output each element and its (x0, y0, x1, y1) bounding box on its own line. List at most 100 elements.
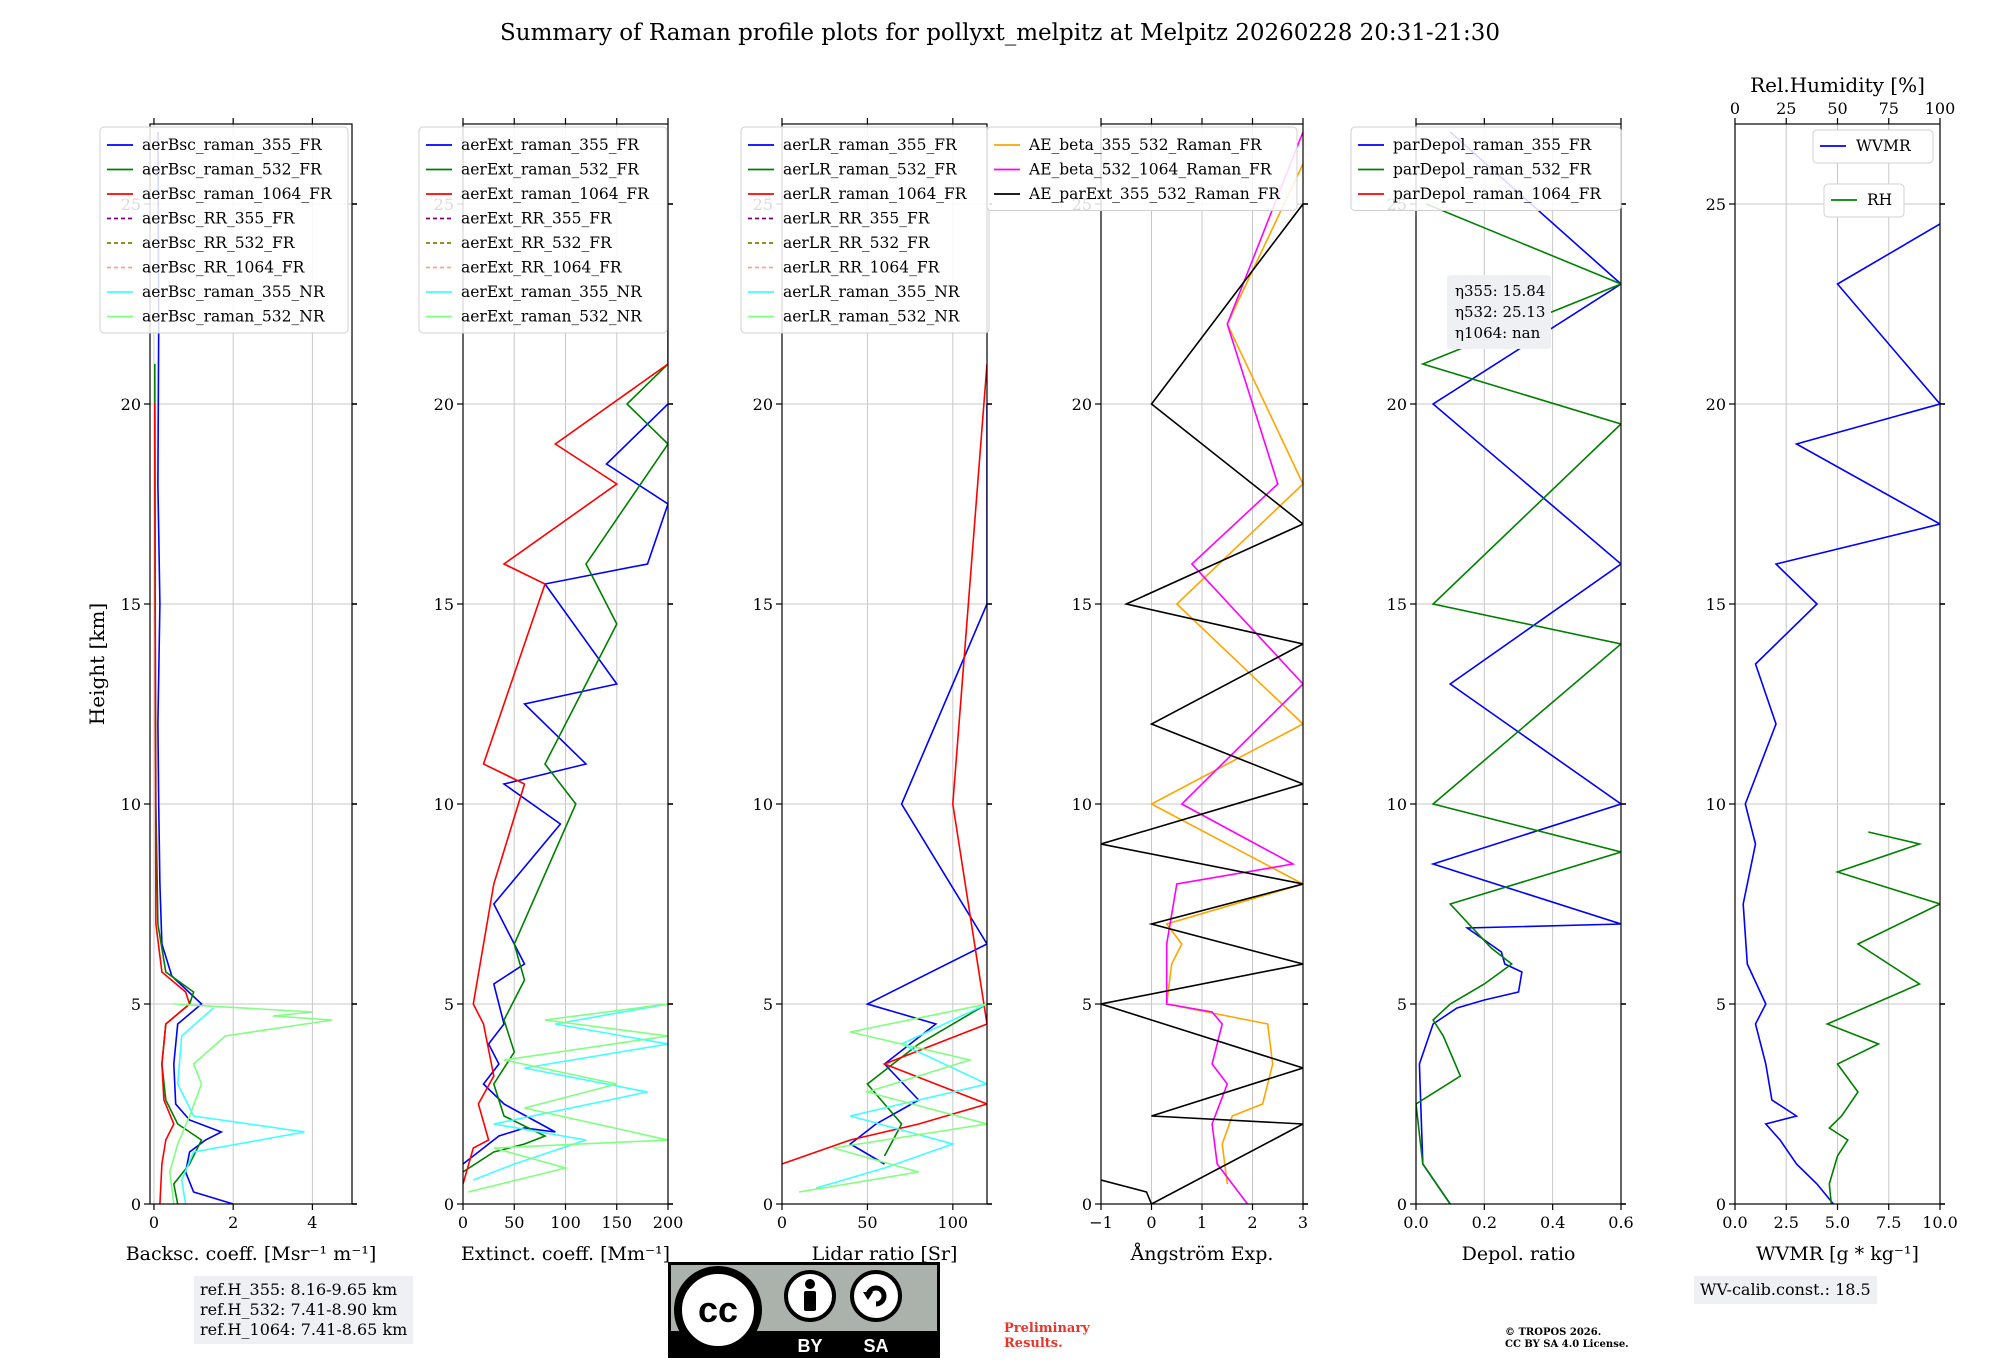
y-tick-label: 20 (1072, 395, 1092, 414)
series-aerBsc_raman_532_NR (168, 1003, 333, 1204)
legend-label: aerBsc_raman_355_FR (142, 136, 323, 154)
ref-height-532: ref.H_532: 7.41-8.90 km (200, 1300, 398, 1319)
y-tick-label: 15 (434, 595, 454, 614)
series-group (782, 363, 987, 1193)
panel-wv: 0.0 2.5 5.0 7.5 10.0 0 5 10 15 20 25 WVMR [g * kg⁻¹… (1706, 73, 1958, 1265)
x-tick-label: 0.0 (1403, 1213, 1428, 1232)
legend-box (986, 126, 1298, 211)
series-aerExt_raman_1064_FR (463, 204, 668, 1185)
eta-annotation: η355: 15.84 η532: 25.13 η1064: nan (1447, 275, 1551, 349)
x-axis-label: WVMR [g * kg⁻¹] (1756, 1243, 1919, 1265)
cc-sa-label: SA (863, 1336, 888, 1356)
legend-label: aerBsc_raman_355_NR (142, 283, 326, 301)
series-aerLR_raman_532_NR (798, 1003, 987, 1193)
legend-label: aerLR_raman_532_FR (783, 161, 958, 179)
y-tick-label: 10 (121, 795, 141, 814)
x-tick-label: 0.0 (1722, 1213, 1747, 1232)
sa-arrow-arc (865, 1285, 887, 1307)
series-RH (1825, 831, 1940, 1204)
x-axis-label: Lidar ratio [Sr] (812, 1243, 958, 1265)
legend-label: aerExt_RR_532_FR (461, 234, 613, 252)
y-tick-label: 5 (1397, 995, 1407, 1014)
legend-label: AE_beta_532_1064_Raman_FR (1028, 161, 1273, 179)
license-line-2: CC BY SA 4.0 License. (1505, 1339, 1629, 1350)
y-tick-label: 0 (1082, 1195, 1092, 1214)
y-tick-label: 0 (1716, 1195, 1726, 1214)
cc-logo-text: cc (698, 1289, 738, 1330)
by-person-body (804, 1291, 816, 1311)
legend-label: aerLR_raman_532_NR (783, 308, 961, 326)
series-group (1742, 223, 1940, 1204)
sa-arrow-head (863, 1292, 873, 1300)
preliminary-note: Preliminary Results. (1004, 1321, 1090, 1351)
legend-label: aerBsc_RR_355_FR (142, 210, 296, 228)
top-x-tick-label: 75 (1879, 99, 1899, 118)
legend-box (1812, 129, 1934, 164)
top-x-tick-label: 0 (1730, 99, 1740, 118)
eta-line: η355: 15.84 (1455, 282, 1545, 300)
y-axis-label: Height [km] (85, 603, 109, 725)
legend: aerBsc_raman_355_FR aerBsc_raman_532_FRae… (99, 126, 349, 334)
y-tick-label: 10 (1387, 795, 1407, 814)
series-aerBsc_raman_355_FR (157, 131, 234, 1204)
legend-label: aerExt_raman_1064_FR (461, 185, 650, 203)
x-tick-label: 4 (307, 1213, 317, 1232)
top-x-tick-label: 25 (1776, 99, 1796, 118)
preliminary-line-2: Results. (1004, 1336, 1063, 1351)
legend-label: aerExt_raman_532_FR (461, 161, 640, 179)
sa-share-alike-icon (850, 1270, 902, 1322)
y-tick-label: 10 (753, 795, 773, 814)
series-AE_beta_355_532_Raman_FR (1149, 163, 1303, 1185)
series-aerLR_raman_355_FR (848, 404, 987, 1165)
legend: aerLR_raman_355_FR aerLR_raman_532_FR aerL… (740, 126, 990, 334)
x-tick-label: 100 (550, 1213, 581, 1232)
x-axis-label: Ångström Exp. (1130, 1243, 1274, 1265)
legend-label: parDepol_raman_355_FR (1393, 136, 1593, 154)
cc-by-sa-badge: cc BY SA (668, 1262, 940, 1358)
wv-calib-const: WV-calib.const.: 18.5 (1700, 1280, 1871, 1299)
series-parDepol_raman_532_FR (1416, 203, 1621, 1204)
y-tick-label: 0 (1397, 1195, 1407, 1214)
series-parDepol_raman_355_FR (1418, 131, 1621, 1204)
top-x-tick-label: 100 (1925, 99, 1956, 118)
x-tick-label: 10.0 (1922, 1213, 1958, 1232)
x-tick-label: 0 (777, 1213, 787, 1232)
y-tick-label: 5 (763, 995, 773, 1014)
axes-frame (781, 123, 988, 1205)
x-tick-label: 0.2 (1472, 1213, 1497, 1232)
series-group (1416, 131, 1621, 1204)
legend-label: aerLR_RR_355_FR (783, 210, 931, 228)
x-tick-label: 2.5 (1774, 1213, 1799, 1232)
legend-label: aerLR_raman_1064_FR (783, 185, 968, 203)
y-tick-label: 15 (1387, 595, 1407, 614)
y-tick-label: 20 (434, 395, 454, 414)
legend-label: aerExt_raman_355_FR (461, 136, 640, 154)
y-tick-label: 0 (763, 1195, 773, 1214)
y-tick-label: 20 (121, 395, 141, 414)
series-aerLR_raman_1064_FR (782, 363, 987, 1165)
x-tick-label: 0 (1146, 1213, 1156, 1232)
legend-label: parDepol_raman_532_FR (1393, 161, 1593, 179)
eta-box (1447, 275, 1551, 349)
x-axis-label: Depol. ratio (1462, 1243, 1576, 1265)
y-tick-label: 20 (1387, 395, 1407, 414)
series-AE_beta_532_1064_Raman_FR (1165, 131, 1303, 1204)
legend-box (1350, 126, 1622, 211)
y-tick-label: 5 (444, 995, 454, 1014)
axes-frame (1415, 123, 1622, 1205)
preliminary-line-1: Preliminary (1004, 1321, 1090, 1336)
series-aerExt_raman_355_FR (463, 403, 668, 1165)
cc-logo-icon (674, 1266, 762, 1354)
eta-line: η532: 25.13 (1455, 303, 1545, 321)
series-aerBsc_raman_355_NR (176, 1007, 305, 1204)
legend-label: aerExt_RR_1064_FR (461, 259, 623, 277)
x-tick-label: 2 (228, 1213, 238, 1232)
panel-lr: 0501000510152025Lidar ratio [Sr]aerLR_ra… (740, 118, 992, 1265)
top-x-axis-label: Rel.Humidity [%] (1750, 73, 1925, 97)
legend: AE_beta_355_532_Raman_FR AE_beta_532_1064… (986, 126, 1298, 211)
y-tick-label: 5 (131, 995, 141, 1014)
license-line-1: © TROPOS 2026. (1505, 1327, 1602, 1338)
x-tick-label: 200 (653, 1213, 684, 1232)
panel-ext: 0501001502000510152025Extinct. coeff. [M… (418, 118, 684, 1265)
